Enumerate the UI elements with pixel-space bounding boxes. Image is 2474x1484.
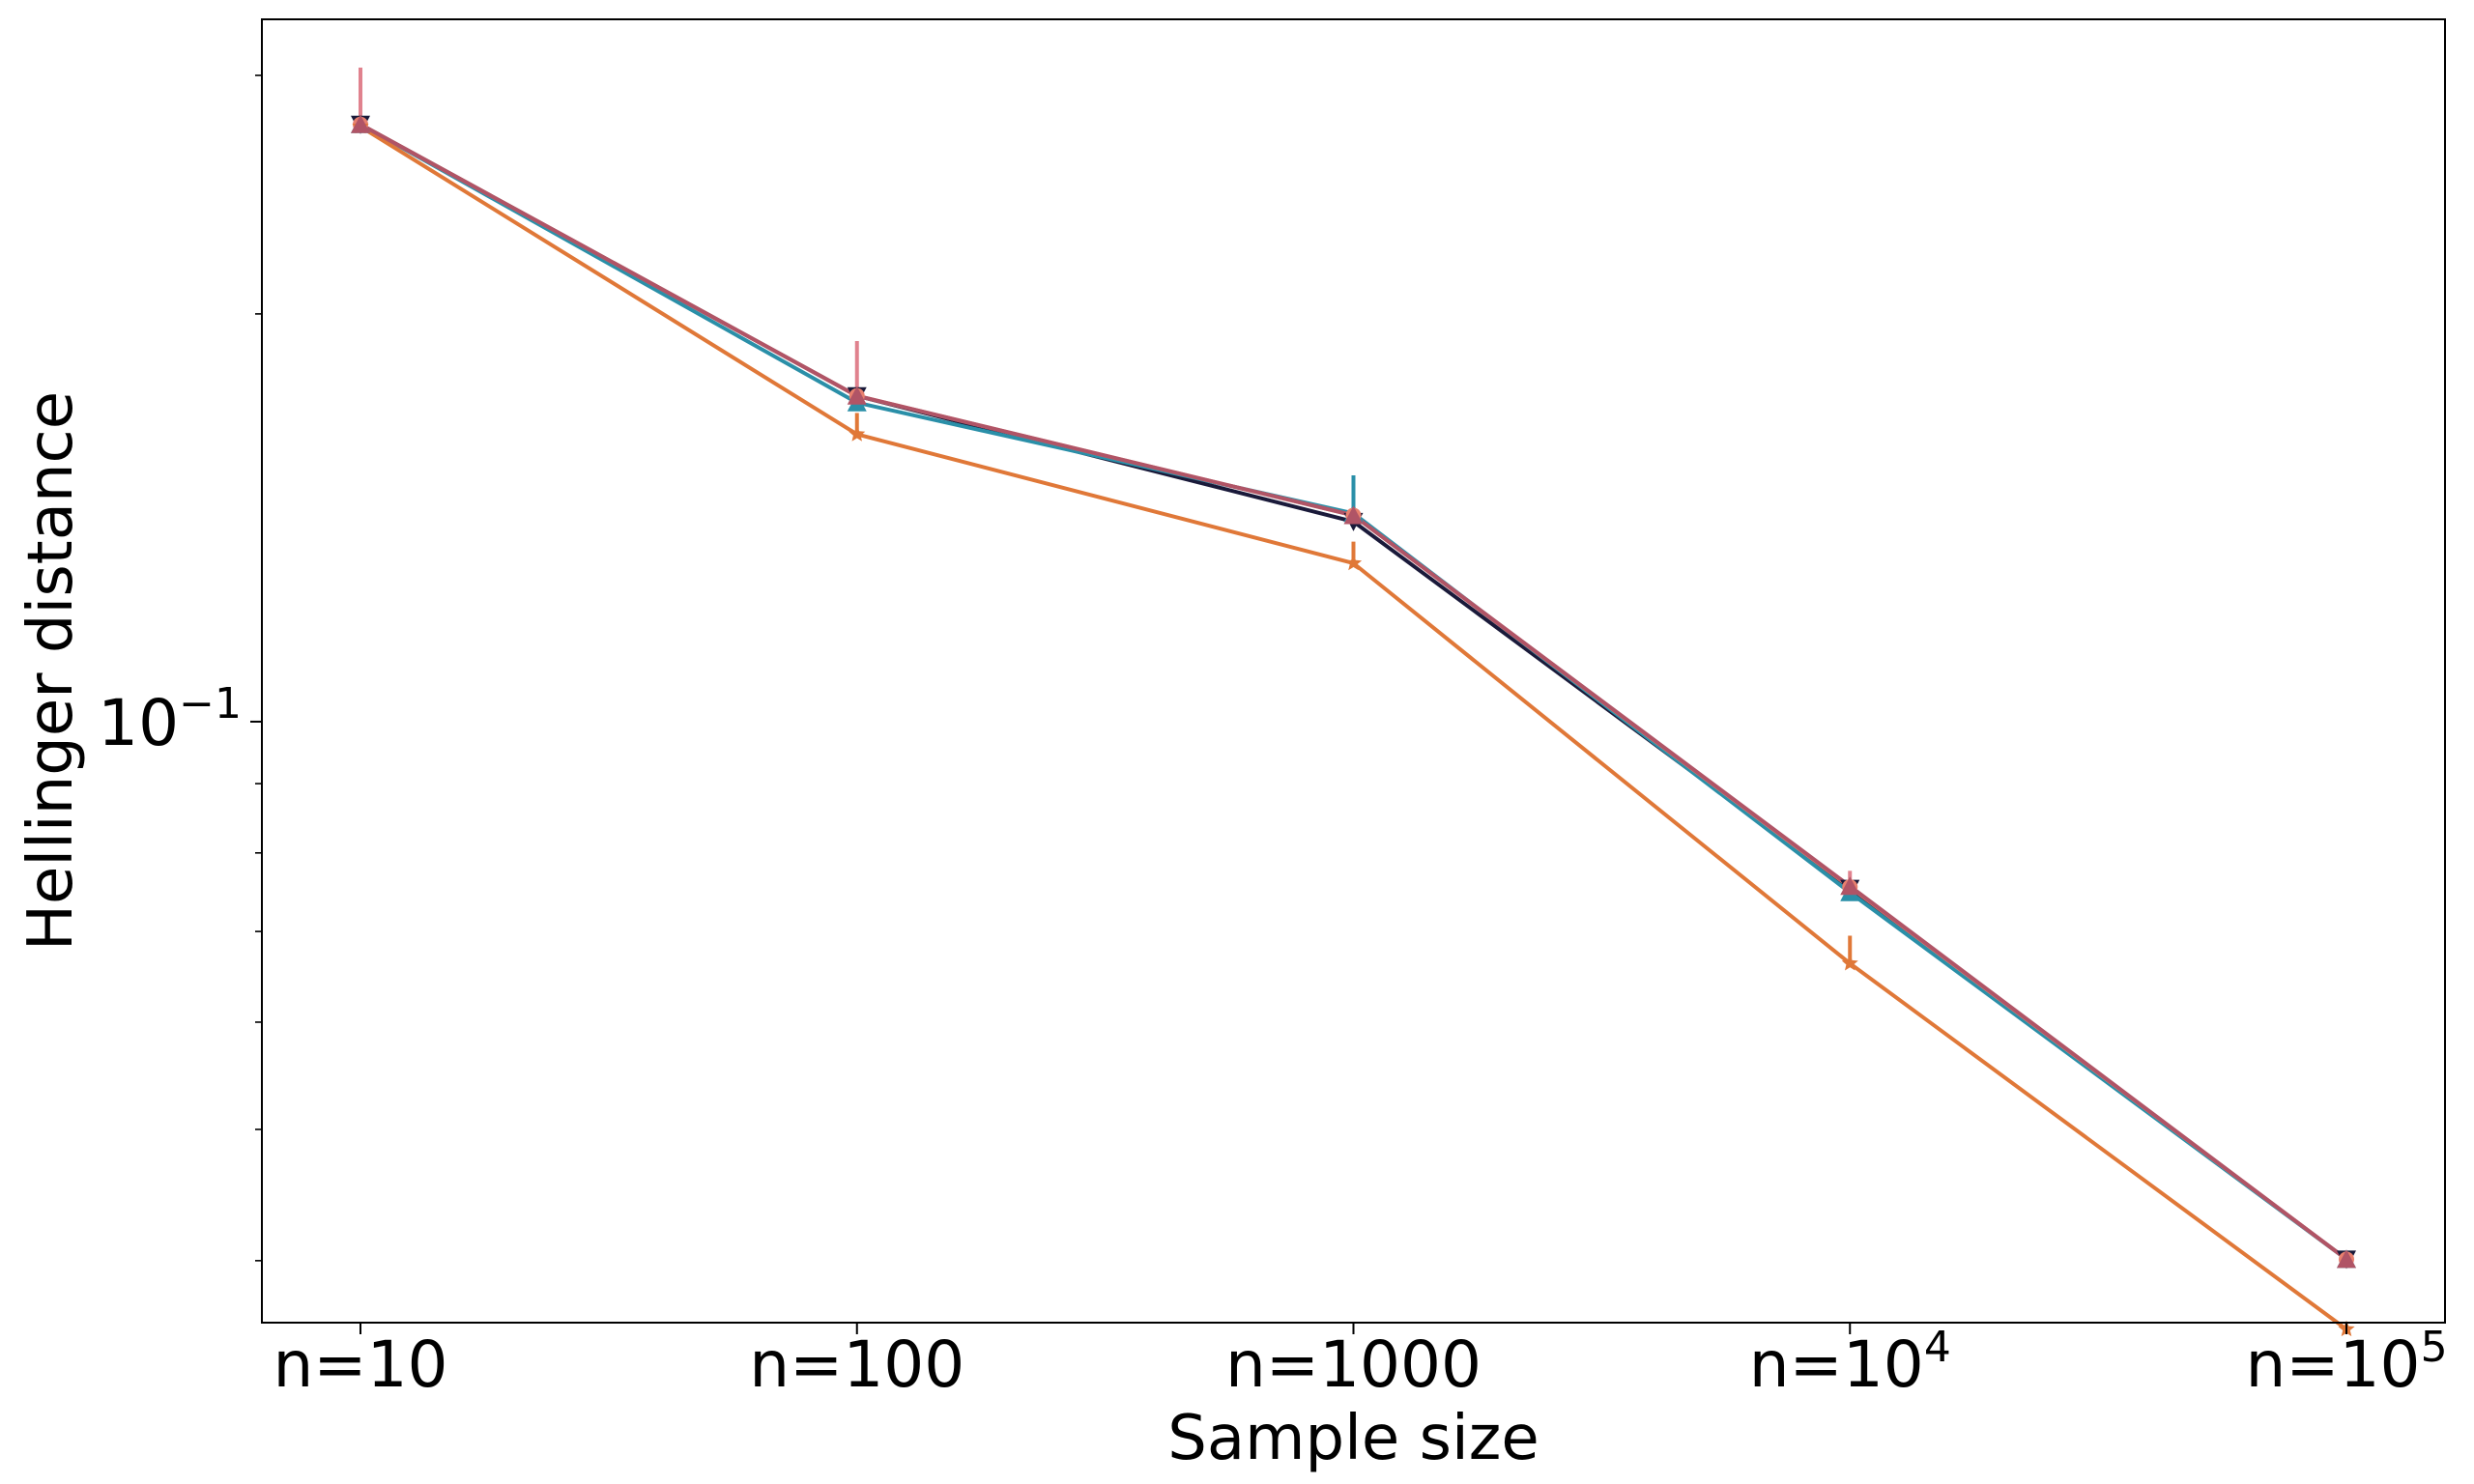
y-tick-label: 10−1	[98, 679, 242, 760]
series-3-point	[849, 425, 866, 442]
series-2-line	[360, 123, 2348, 1261]
series-1-line	[360, 123, 2348, 1261]
x-axis-title: Sample size	[1167, 1403, 1539, 1474]
series-4-line	[360, 123, 2348, 1261]
series-4-point	[351, 114, 370, 133]
x-tick-label: n=105	[2245, 1323, 2447, 1402]
series-4-point	[847, 385, 867, 405]
x-tick-label: n=104	[1749, 1323, 1951, 1402]
series-4-point	[1343, 505, 1364, 525]
plot-area	[351, 67, 2356, 1337]
series-3-line	[359, 125, 2348, 1331]
series-0-line	[360, 123, 2348, 1261]
x-tick-label: n=100	[749, 1327, 964, 1402]
series-4-point	[2337, 1249, 2356, 1269]
axes-frame	[261, 18, 2446, 1324]
series-4-point	[1840, 876, 1860, 896]
y-axis-title: Hellinger distance	[15, 391, 87, 951]
x-tick-label: n=10	[273, 1327, 447, 1402]
x-tick-label: n=1000	[1225, 1327, 1482, 1402]
axes: n=10 n=100 n=1000 n=104 n=105 10−1	[98, 18, 2448, 1402]
series-3-point	[1344, 555, 1363, 571]
series-3-point	[1841, 955, 1858, 971]
